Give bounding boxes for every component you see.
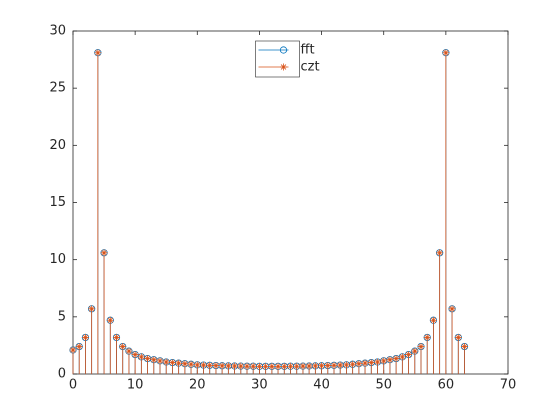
- marker: [405, 351, 413, 359]
- marker: [342, 361, 350, 369]
- marker: [454, 333, 462, 341]
- y-tick-label: 25: [49, 81, 66, 96]
- marker: [88, 305, 96, 313]
- marker: [392, 355, 400, 363]
- marker: [448, 305, 456, 313]
- marker: [423, 333, 431, 341]
- marker: [193, 361, 201, 369]
- marker: [94, 49, 102, 57]
- marker: [398, 353, 406, 361]
- x-tick-label: 30: [251, 378, 268, 393]
- marker: [255, 362, 263, 370]
- marker: [380, 357, 388, 365]
- marker: [181, 360, 189, 368]
- y-tick-label: 30: [49, 24, 66, 39]
- marker: [411, 347, 419, 355]
- marker: [106, 316, 114, 324]
- marker: [131, 351, 139, 359]
- x-tick-label: 60: [438, 378, 455, 393]
- marker: [156, 357, 164, 365]
- marker: [311, 362, 319, 370]
- y-tick-label: 5: [58, 309, 66, 324]
- marker: [349, 360, 357, 368]
- marker: [355, 360, 363, 368]
- marker: [218, 362, 226, 370]
- marker: [305, 362, 313, 370]
- marker: [442, 49, 450, 57]
- marker: [318, 362, 326, 370]
- x-tick-label: 20: [189, 378, 206, 393]
- marker: [436, 249, 444, 257]
- marker: [287, 362, 294, 370]
- x-tick-label: 0: [69, 378, 77, 393]
- x-tick-label: 70: [500, 378, 517, 393]
- marker: [119, 343, 127, 351]
- marker: [200, 361, 207, 369]
- y-tick-label: 20: [49, 138, 66, 153]
- marker: [274, 362, 282, 370]
- marker: [81, 333, 89, 341]
- marker: [125, 347, 133, 355]
- marker: [224, 362, 232, 370]
- marker: [237, 362, 245, 370]
- marker: [299, 362, 307, 370]
- marker: [293, 362, 301, 370]
- legend-label: czt: [301, 60, 320, 75]
- marker: [280, 362, 288, 370]
- marker: [324, 362, 332, 370]
- marker: [206, 361, 214, 369]
- marker: [243, 362, 251, 370]
- marker: [231, 362, 239, 370]
- marker: [367, 359, 375, 367]
- marker: [69, 346, 77, 354]
- marker: [100, 249, 108, 257]
- marker: [168, 359, 176, 367]
- marker: [279, 46, 288, 54]
- marker: [268, 362, 276, 370]
- marker: [262, 362, 270, 370]
- x-tick-label: 50: [375, 378, 392, 393]
- x-tick-label: 40: [313, 378, 330, 393]
- marker: [187, 360, 195, 368]
- marker: [461, 343, 468, 351]
- marker: [361, 359, 369, 367]
- marker: [330, 361, 338, 369]
- marker: [150, 356, 158, 364]
- marker: [417, 343, 425, 351]
- y-tick-label: 10: [49, 252, 66, 267]
- marker: [280, 63, 287, 71]
- y-tick-label: 15: [49, 195, 66, 210]
- marker: [75, 343, 83, 351]
- x-tick-label: 10: [127, 378, 144, 393]
- marker: [429, 316, 437, 324]
- marker: [144, 355, 152, 363]
- legend-box: [255, 40, 300, 78]
- marker: [137, 353, 145, 361]
- marker: [249, 362, 257, 370]
- marker: [113, 333, 120, 341]
- plot-area: [72, 30, 509, 375]
- marker: [175, 359, 183, 367]
- marker: [212, 362, 220, 370]
- marker: [162, 358, 170, 366]
- marker: [374, 358, 381, 366]
- marker: [336, 361, 344, 369]
- legend-label: fft: [301, 43, 315, 58]
- y-tick-label: 0: [58, 367, 66, 382]
- marker: [386, 356, 394, 364]
